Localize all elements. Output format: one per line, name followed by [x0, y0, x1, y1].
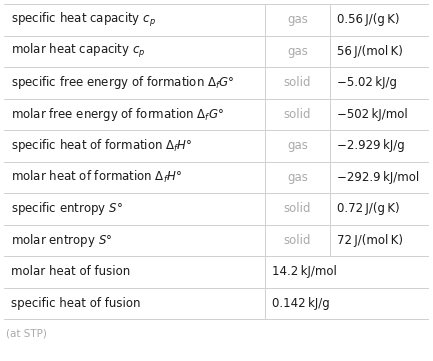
Text: gas: gas — [287, 171, 308, 184]
Text: specific free energy of formation $\Delta_f G°$: specific free energy of formation $\Delt… — [11, 74, 235, 91]
Text: gas: gas — [287, 139, 308, 152]
Text: molar heat capacity $c_p$: molar heat capacity $c_p$ — [11, 42, 145, 60]
Text: 72 J/(mol K): 72 J/(mol K) — [337, 234, 404, 247]
Text: (at STP): (at STP) — [6, 329, 47, 339]
Text: gas: gas — [287, 45, 308, 58]
Text: 0.142 kJ/g: 0.142 kJ/g — [272, 297, 330, 310]
Text: specific heat of formation $\Delta_f H°$: specific heat of formation $\Delta_f H°$ — [11, 137, 192, 154]
Text: −2.929 kJ/g: −2.929 kJ/g — [337, 139, 405, 152]
Text: specific heat of fusion: specific heat of fusion — [11, 297, 140, 310]
Text: 14.2 kJ/mol: 14.2 kJ/mol — [272, 265, 336, 278]
Text: 56 J/(mol K): 56 J/(mol K) — [337, 45, 404, 58]
Text: gas: gas — [287, 13, 308, 26]
Text: solid: solid — [284, 76, 311, 89]
Text: −502 kJ/mol: −502 kJ/mol — [337, 108, 408, 121]
Text: molar free energy of formation $\Delta_f G°$: molar free energy of formation $\Delta_f… — [11, 106, 224, 123]
Text: −292.9 kJ/mol: −292.9 kJ/mol — [337, 171, 420, 184]
Text: 0.72 J/(g K): 0.72 J/(g K) — [337, 202, 400, 215]
Text: solid: solid — [284, 202, 311, 215]
Text: specific heat capacity $c_p$: specific heat capacity $c_p$ — [11, 11, 156, 29]
Text: solid: solid — [284, 234, 311, 247]
Text: 0.56 J/(g K): 0.56 J/(g K) — [337, 13, 400, 26]
Text: solid: solid — [284, 108, 311, 121]
Text: −5.02 kJ/g: −5.02 kJ/g — [337, 76, 397, 89]
Text: specific entropy $S°$: specific entropy $S°$ — [11, 200, 123, 217]
Text: molar heat of fusion: molar heat of fusion — [11, 265, 130, 278]
Text: molar heat of formation $\Delta_f H°$: molar heat of formation $\Delta_f H°$ — [11, 169, 182, 185]
Text: molar entropy $S°$: molar entropy $S°$ — [11, 232, 112, 249]
